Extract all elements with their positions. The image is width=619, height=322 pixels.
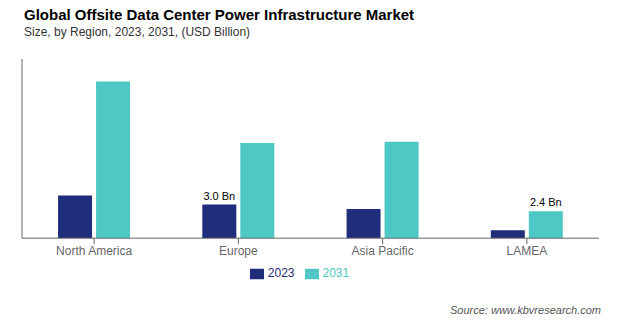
svg-text:2.4 Bn: 2.4 Bn	[530, 196, 562, 208]
svg-text:Europe: Europe	[219, 244, 258, 258]
html-text:Size, by Region, 2023, 2031, (: Size, by Region, 2023, 2031, (USD Billio…	[24, 25, 251, 39]
html-text:2031: 2031	[322, 266, 350, 281]
svg-text:3.0 Bn: 3.0 Bn	[203, 190, 235, 202]
html-text:Source: www.kbvresearch.com: Source: www.kbvresearch.com	[450, 304, 601, 316]
svg-text:Asia Pacific: Asia Pacific	[352, 244, 414, 258]
svg-text:North America: North America	[56, 244, 132, 258]
html-text:2023: 2023	[267, 266, 295, 281]
html-text:Global Offsite Data Center Pow: Global Offsite Data Center Power Infrast…	[24, 6, 415, 23]
svg-text:LAMEA: LAMEA	[507, 244, 548, 258]
